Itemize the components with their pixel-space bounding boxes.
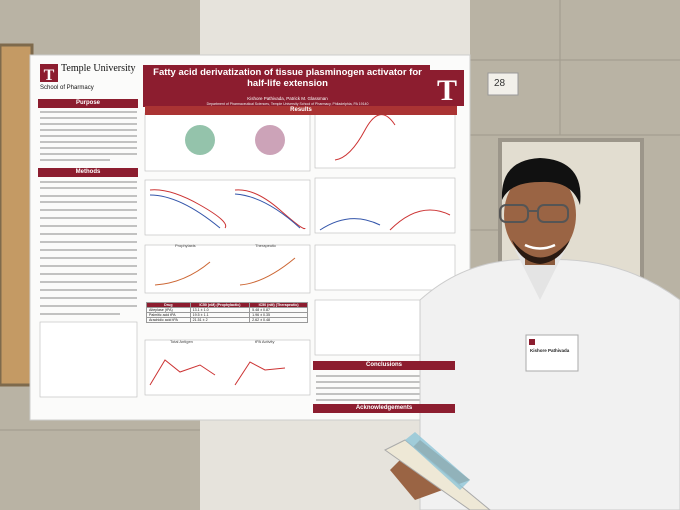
room-sign xyxy=(487,72,519,96)
figure-curves xyxy=(149,114,451,386)
panel-label: tPA Activity xyxy=(255,339,275,344)
table-row: Arachidic acid tPA 21.51 ± 2 2.62 ± 0.48 xyxy=(146,317,308,323)
logo-t-left xyxy=(40,64,58,82)
results-table: Drug IC50 (nM) (Prophylactic) IC50 (nM) (T… xyxy=(146,302,308,323)
svg-text:T: T xyxy=(44,67,55,84)
table-header: IC50 (nM) (Therapeutic) xyxy=(249,302,308,308)
hair xyxy=(501,158,581,205)
school: School of Pharmacy xyxy=(40,85,94,91)
logo-t-right xyxy=(430,70,464,106)
table-cell: 2.62 ± 0.48 xyxy=(249,317,308,323)
title-bar xyxy=(143,65,430,107)
panel-label: Total Antigen xyxy=(170,339,193,344)
table-cell: Arachidic acid tPA xyxy=(146,317,191,323)
smile xyxy=(524,243,556,250)
section-header: Results xyxy=(145,106,457,115)
protein-image xyxy=(255,125,285,155)
section-header: Purpose xyxy=(38,99,138,108)
authors: Kishore Pathivada, Patrick M. Glassman xyxy=(247,96,328,101)
section-header: Acknowledgements xyxy=(313,404,455,413)
affiliation: Department of Pharmaceutical Sciences, T… xyxy=(206,102,369,106)
person xyxy=(384,158,680,510)
section-header: Methods xyxy=(38,168,138,177)
badge-name: Kishore Pathivada xyxy=(530,348,570,353)
panel-label: Prophylaxis xyxy=(175,243,196,248)
svg-text:T: T xyxy=(437,74,457,107)
face xyxy=(504,170,576,260)
clipboard xyxy=(384,439,491,510)
section-header: Conclusions xyxy=(313,361,455,370)
table-cell: 21.51 ± 2 xyxy=(189,317,251,323)
panel-label: Therapeutic xyxy=(255,243,277,248)
poster-title: Fatty acid derivatization of tissue plas… xyxy=(153,67,422,89)
water-bottle xyxy=(405,432,470,490)
university: Temple University xyxy=(61,63,136,74)
corkboard xyxy=(0,43,34,387)
protein-image xyxy=(185,125,215,155)
glasses xyxy=(499,204,569,223)
room-number: 28 xyxy=(494,78,506,89)
beard xyxy=(512,240,570,264)
